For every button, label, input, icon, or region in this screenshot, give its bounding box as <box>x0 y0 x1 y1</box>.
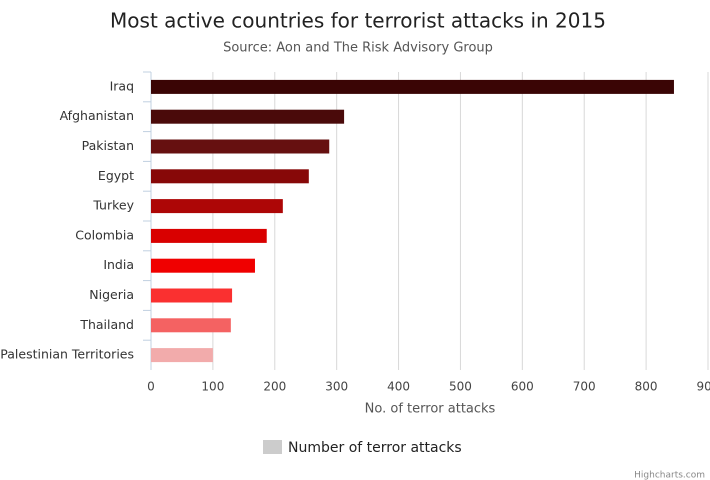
bar <box>151 318 231 333</box>
x-tick-label: 500 <box>449 380 472 394</box>
x-tick-label: 100 <box>201 380 224 394</box>
bar <box>151 79 674 94</box>
bar <box>151 199 283 214</box>
legend-label: Number of terror attacks <box>288 440 462 456</box>
chart-title: Most active countries for terrorist atta… <box>110 9 606 33</box>
y-tick-label: Iraq <box>110 78 134 93</box>
bar <box>151 288 233 303</box>
bar <box>151 348 213 363</box>
legend-swatch <box>263 440 282 454</box>
y-tick-label: Nigeria <box>89 287 134 302</box>
x-tick-label: 600 <box>511 380 534 394</box>
y-tick-label: Afghanistan <box>60 108 134 123</box>
y-tick-label: India <box>103 257 134 272</box>
y-tick-label: Egypt <box>98 168 134 183</box>
bar <box>151 139 330 154</box>
bar <box>151 258 255 273</box>
bar <box>151 228 267 243</box>
x-tick-label: 900 <box>697 380 710 394</box>
x-tick-label: 0 <box>147 380 155 394</box>
y-tick-label: Thailand <box>79 317 134 332</box>
x-tick-label: 700 <box>573 380 596 394</box>
credits: Highcharts.com <box>634 471 705 480</box>
y-tick-label: Turkey <box>92 198 134 213</box>
y-tick-label: Colombia <box>75 227 134 242</box>
x-tick-label: 200 <box>263 380 286 394</box>
bar <box>151 109 345 124</box>
y-tick-label: Palestinian Territories <box>0 347 134 362</box>
x-tick-label: 300 <box>325 380 348 394</box>
bar <box>151 169 309 184</box>
chart-subtitle: Source: Aon and The Risk Advisory Group <box>223 41 493 56</box>
x-tick-label: 800 <box>635 380 658 394</box>
x-tick-label: 400 <box>387 380 410 394</box>
y-tick-label: Pakistan <box>82 138 134 153</box>
x-axis-title: No. of terror attacks <box>365 402 496 417</box>
